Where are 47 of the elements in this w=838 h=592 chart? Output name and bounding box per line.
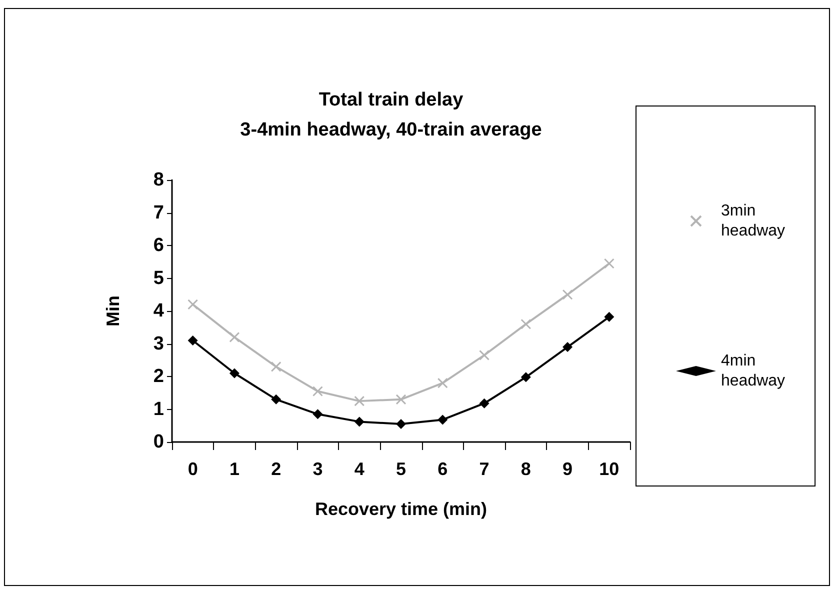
y-tick-label: 2 [153,366,164,387]
y-tick-label: 4 [153,300,164,322]
point [396,394,406,405]
point [562,342,573,352]
point [520,372,531,382]
point [188,335,198,346]
point [354,396,365,406]
point [479,350,490,360]
legend-label: 3min headway [721,202,786,240]
x-tick-label: 1 [229,459,240,479]
point [354,416,364,427]
point [229,368,240,378]
point [396,418,406,429]
y-axis-title: Min [103,296,123,326]
y-tick-label: 8 [153,170,164,190]
point [437,378,448,388]
point [312,409,323,420]
x-tick-label: 0 [188,459,198,479]
x-tick-label: 9 [562,459,573,479]
x-tick-label: 8 [520,459,531,479]
y-tick-label: 5 [153,268,164,289]
x-tick-label: 7 [479,459,490,479]
point [229,332,240,342]
x-tick-label: 10 [599,459,620,479]
x-tick-label: 3 [312,459,323,479]
y-tick-label: 7 [153,202,164,224]
y-tick-label: 1 [153,398,164,420]
y-tick-label: 0 [153,432,164,452]
point [520,318,532,330]
y-tick-label: 6 [153,235,164,256]
x-tick-label: 6 [438,459,448,479]
y-tick-label: 3 [153,333,164,354]
legend-label: 4min headway [721,352,786,390]
point [270,361,282,372]
chart-title: Total train delay 3-4min headway, 40-train average [240,90,542,140]
point [188,299,198,310]
x-tick-label: 5 [396,459,406,479]
x-tick-label: 4 [354,459,364,479]
x-axis-title: Recovery time (min) [314,499,488,519]
point [438,414,448,425]
point [604,258,614,269]
x-tick-label: 2 [271,459,282,479]
point [312,386,323,396]
point [271,394,282,404]
point [562,289,573,300]
point [479,398,490,408]
point [604,312,614,322]
